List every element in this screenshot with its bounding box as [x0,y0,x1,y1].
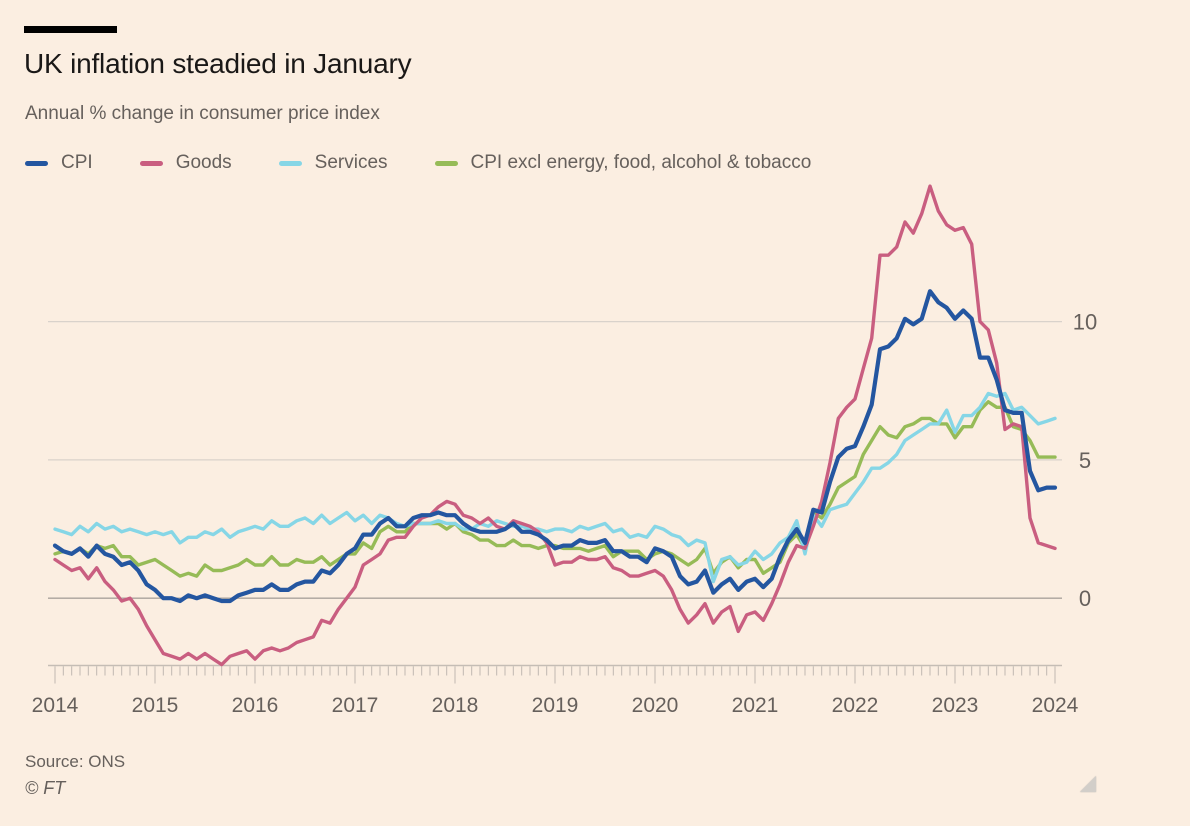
svg-text:2023: 2023 [932,694,979,717]
services-line-swatch-icon [278,160,302,166]
chart-subtitle: Annual % change in consumer price index [25,103,380,124]
legend-label-core-cpi: CPI excl energy, food, alcohol & tobacco [470,152,812,173]
svg-text:2024: 2024 [1032,694,1079,717]
source-text: Source: ONS [25,752,126,771]
svg-text:2021: 2021 [732,694,779,717]
svg-text:5: 5 [1079,448,1091,473]
core-cpi-line-swatch-icon [434,160,458,166]
legend-item-goods: Goods [139,152,232,174]
svg-text:2017: 2017 [332,694,379,717]
legend-item-services: Services [278,152,388,174]
legend-label-cpi: CPI [61,152,93,173]
legend-label-goods: Goods [175,152,232,173]
svg-text:10: 10 [1073,310,1097,335]
resize-handle-icon[interactable] [1080,776,1096,792]
legend-item-core-cpi: CPI excl energy, food, alcohol & tobacco [434,152,812,174]
legend-item-cpi: CPI [25,152,93,174]
svg-text:2020: 2020 [632,694,679,717]
svg-text:2019: 2019 [532,694,579,717]
source-note: Source: ONS © FT [25,748,125,802]
cpi-line-swatch-icon [25,160,48,166]
svg-text:2018: 2018 [432,694,479,717]
svg-text:0: 0 [1079,586,1091,611]
svg-text:2022: 2022 [832,694,879,717]
goods-line-swatch-icon [139,160,163,166]
ft-copyright: © FT [25,778,66,798]
title-accent-bar [24,26,117,33]
svg-text:2014: 2014 [32,694,79,717]
chart-title: UK inflation steadied in January [24,48,412,79]
legend-label-services: Services [314,152,388,173]
svg-text:2016: 2016 [232,694,279,717]
svg-text:2015: 2015 [132,694,179,717]
legend: CPI Goods Services CPI excl energy, food… [25,152,811,174]
